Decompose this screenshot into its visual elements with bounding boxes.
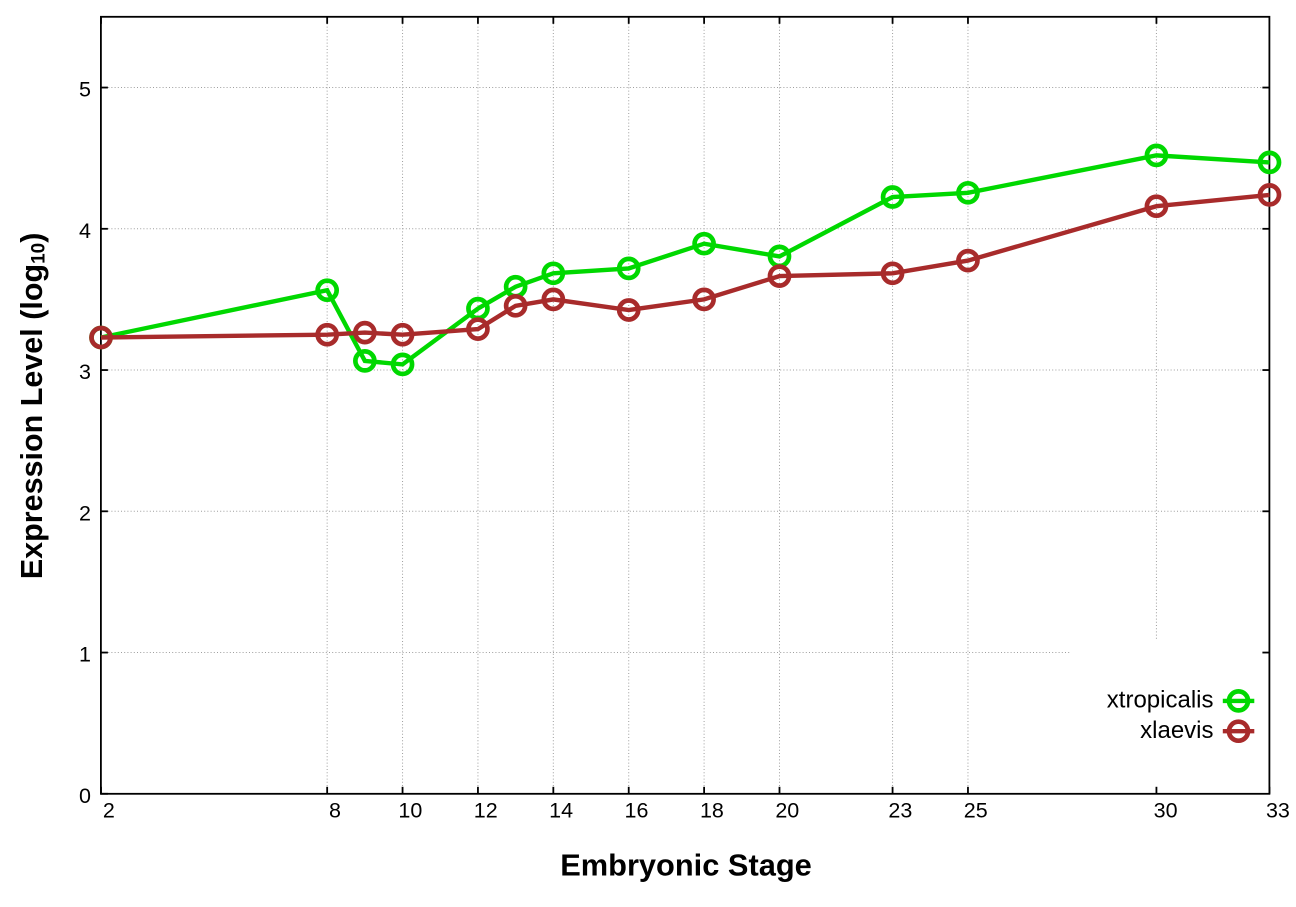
svg-text:xlaevis: xlaevis [1140,717,1213,744]
svg-text:1: 1 [79,643,91,667]
svg-text:23: 23 [888,798,912,822]
svg-text:30: 30 [1154,798,1178,822]
svg-text:25: 25 [964,798,988,822]
svg-text:5: 5 [79,78,91,102]
svg-text:10: 10 [398,798,422,822]
svg-text:Embryonic Stage: Embryonic Stage [560,848,812,883]
svg-text:3: 3 [79,360,91,384]
svg-text:xtropicalis: xtropicalis [1107,687,1214,714]
svg-text:0: 0 [79,784,91,808]
svg-text:18: 18 [700,798,724,822]
svg-text:20: 20 [775,798,799,822]
svg-text:16: 16 [625,798,649,822]
svg-text:12: 12 [474,798,498,822]
svg-text:4: 4 [79,219,91,243]
svg-text:8: 8 [329,798,341,822]
svg-text:2: 2 [103,798,115,822]
svg-text:2: 2 [79,501,91,525]
svg-text:Expression Level (log10): Expression Level (log10) [15,233,50,580]
svg-text:14: 14 [549,798,573,822]
svg-text:33: 33 [1266,798,1290,822]
